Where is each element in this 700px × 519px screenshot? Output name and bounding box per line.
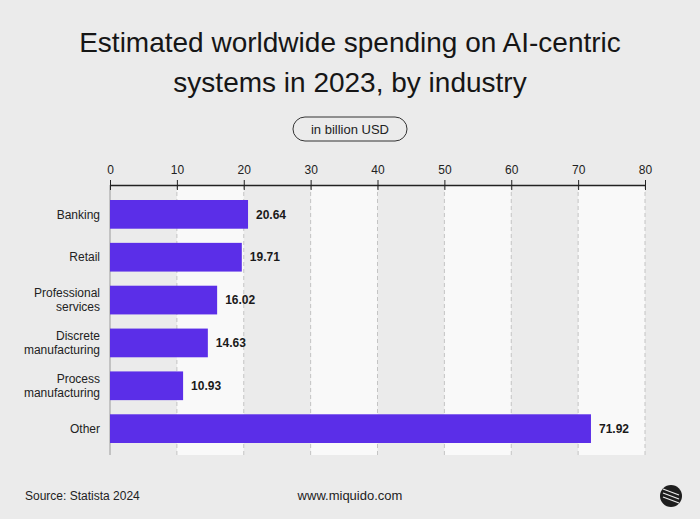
chart: Estimated worldwide spending on AI-centr… [0,0,700,519]
tick-mark [110,180,111,190]
data-label: 10.93 [191,379,221,393]
x-tick: 10 [171,163,185,190]
bar [110,200,248,229]
data-labels: 20.64 19.71 16.02 14.63 10.93 71.92 [191,208,629,436]
category-label-line: Process [57,372,100,386]
category-label: Other [70,422,100,436]
bar [110,243,242,272]
subtitle: in billion USD [311,122,389,137]
y-axis: Banking Retail Professionalservices Discret… [24,208,100,436]
subtitle-pill [293,117,407,141]
y-tick: Other [70,422,100,436]
data-label: 20.64 [256,208,286,222]
tick-mark [645,180,646,190]
tick-mark [177,180,178,190]
bar [110,329,208,358]
source: Source: Statista 2024 [25,489,140,503]
x-tick: 60 [505,163,519,190]
data-label: 16.02 [225,293,255,307]
tick-label: 60 [505,163,519,177]
tick-mark [578,180,579,190]
tick-mark [444,180,445,190]
category-label: Banking [57,208,100,222]
x-tick: 40 [371,163,385,190]
data-label: 14.63 [216,336,246,350]
category-label: Professionalservices [34,286,100,314]
x-tick: 0 [107,163,114,190]
x-tick: 30 [304,163,318,190]
x-tick: 70 [572,163,586,190]
bar [110,286,217,315]
y-tick: Retail [69,250,100,264]
tick-label: 20 [238,163,252,177]
data-label: 19.71 [250,250,280,264]
logo-stripe [663,497,679,503]
bar [110,371,183,400]
x-tick: 80 [639,163,653,190]
bar [110,414,591,443]
tick-label: 80 [639,163,653,177]
tick-mark [511,180,512,190]
x-tick: 20 [238,163,252,190]
title: Estimated worldwide spending on AI-centr… [79,27,621,98]
title-line: Estimated worldwide spending on AI-centr… [79,27,621,58]
data-label: 71.92 [599,422,629,436]
category-label-line: manufacturing [24,343,100,357]
website: www.miquido.com [297,488,403,503]
y-tick: Discretemanufacturing [24,329,100,357]
category-label-line: Discrete [56,329,100,343]
grid [110,185,645,455]
logo-circle [660,485,682,507]
y-tick: Banking [57,208,100,222]
y-tick: Processmanufacturing [24,372,100,400]
tick-label: 70 [572,163,586,177]
tick-label: 0 [107,163,114,177]
tick-mark [244,180,245,190]
category-label-line: Other [70,422,100,436]
category-label: Discretemanufacturing [24,329,100,357]
category-label: Retail [69,250,100,264]
title-line: systems in 2023, by industry [173,67,526,98]
category-label-line: Banking [57,208,100,222]
y-tick: Professionalservices [34,286,100,314]
grid-line [645,185,646,455]
category-label-line: services [56,300,100,314]
category-label-line: Professional [34,286,100,300]
bars [110,200,591,443]
tick-label: 40 [371,163,385,177]
tick-mark [378,180,379,190]
category-label-line: Retail [69,250,100,264]
category-label: Processmanufacturing [24,372,100,400]
category-label-line: manufacturing [24,386,100,400]
x-axis: 0 10 20 30 40 50 60 70 80 [107,163,652,190]
tick-mark [311,180,312,190]
tick-label: 50 [438,163,452,177]
x-tick: 50 [438,163,452,190]
tick-label: 30 [304,163,318,177]
tick-label: 10 [171,163,185,177]
logo [660,485,682,507]
background [0,0,700,519]
